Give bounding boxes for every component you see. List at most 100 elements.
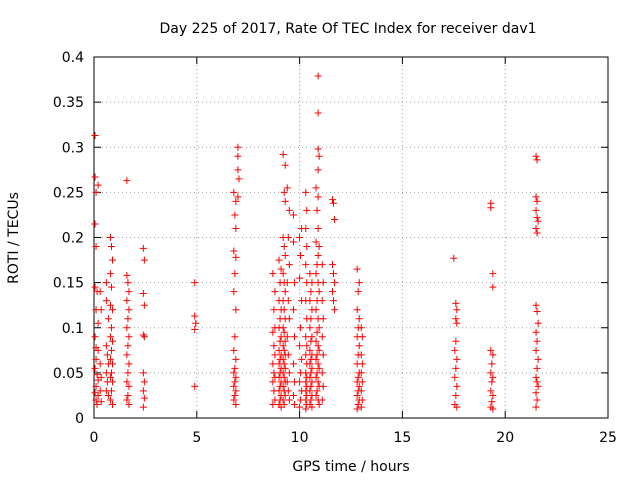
data-point — [278, 333, 285, 340]
data-point — [330, 297, 337, 304]
data-point — [452, 392, 459, 399]
data-point — [296, 342, 303, 349]
data-point — [359, 360, 366, 367]
data-point — [302, 405, 309, 412]
data-point — [535, 218, 542, 225]
data-point — [533, 389, 540, 396]
data-point — [269, 360, 276, 367]
data-point — [319, 369, 326, 376]
data-point — [534, 214, 541, 221]
data-point — [314, 207, 321, 214]
data-point — [307, 369, 314, 376]
data-point — [296, 275, 303, 282]
y-tick-label: 0.3 — [62, 140, 84, 156]
data-point — [331, 306, 338, 313]
data-point — [316, 288, 323, 295]
data-point — [452, 315, 459, 322]
data-point — [488, 360, 495, 367]
data-point — [97, 360, 104, 367]
data-point — [533, 193, 540, 200]
data-point — [271, 288, 278, 295]
data-point — [282, 162, 289, 169]
data-point — [308, 333, 315, 340]
data-point — [231, 211, 238, 218]
data-point — [108, 369, 115, 376]
data-point — [281, 189, 288, 196]
data-point — [291, 333, 298, 340]
data-point — [234, 153, 241, 160]
x-axis-label: GPS time / hours — [292, 459, 409, 475]
data-point — [302, 378, 309, 385]
data-point — [315, 193, 322, 200]
data-point — [533, 404, 540, 411]
data-point — [354, 266, 361, 273]
data-point — [535, 383, 542, 390]
grid-lines — [94, 57, 608, 418]
data-point — [285, 234, 292, 241]
data-point — [297, 324, 304, 331]
data-point — [281, 347, 288, 354]
data-point — [232, 356, 239, 363]
data-point — [452, 365, 459, 372]
data-point — [313, 184, 320, 191]
data-point — [535, 356, 542, 363]
data-point — [284, 279, 291, 286]
data-point — [356, 315, 363, 322]
data-point — [354, 306, 361, 313]
data-point — [453, 306, 460, 313]
data-point — [108, 387, 115, 394]
data-point — [140, 404, 147, 411]
chart-title: Day 225 of 2017, Rate Of TEC Index for r… — [159, 21, 536, 37]
data-point — [108, 324, 115, 331]
data-point — [230, 347, 237, 354]
data-point — [109, 257, 116, 264]
data-point — [307, 288, 314, 295]
data-point — [320, 351, 327, 358]
data-point — [141, 257, 148, 264]
data-point — [92, 220, 99, 227]
data-point — [286, 315, 293, 322]
data-point — [451, 347, 458, 354]
data-point — [285, 351, 292, 358]
data-point — [291, 279, 298, 286]
data-point — [302, 189, 309, 196]
data-point — [108, 284, 115, 291]
data-point — [230, 288, 237, 295]
data-point — [286, 207, 293, 214]
y-tick-label: 0.2 — [62, 231, 84, 247]
data-point — [319, 297, 326, 304]
data-point — [306, 324, 313, 331]
data-point — [319, 333, 326, 340]
data-point — [234, 144, 241, 151]
data-point — [231, 365, 238, 372]
data-point — [297, 252, 304, 259]
data-point — [108, 243, 115, 250]
x-tick-label: 15 — [393, 430, 411, 446]
data-point — [302, 261, 309, 268]
data-point — [125, 288, 132, 295]
data-point — [276, 257, 283, 264]
data-point — [355, 288, 362, 295]
x-tick-label: 0 — [90, 430, 99, 446]
data-point — [271, 351, 278, 358]
data-point — [191, 326, 198, 333]
data-point — [97, 288, 104, 295]
data-point — [489, 270, 496, 277]
data-point — [284, 184, 291, 191]
data-point — [533, 347, 540, 354]
data-point — [270, 306, 277, 313]
data-point — [534, 156, 541, 163]
data-point — [331, 216, 338, 223]
data-point — [359, 396, 366, 403]
data-point — [124, 342, 131, 349]
data-point — [535, 320, 542, 327]
data-point — [533, 329, 540, 336]
data-point — [286, 396, 293, 403]
data-point — [534, 198, 541, 205]
data-point — [124, 315, 131, 322]
data-point — [308, 279, 315, 286]
data-point — [104, 351, 111, 358]
data-point — [453, 356, 460, 363]
data-point — [315, 146, 322, 153]
data-point — [356, 342, 363, 349]
